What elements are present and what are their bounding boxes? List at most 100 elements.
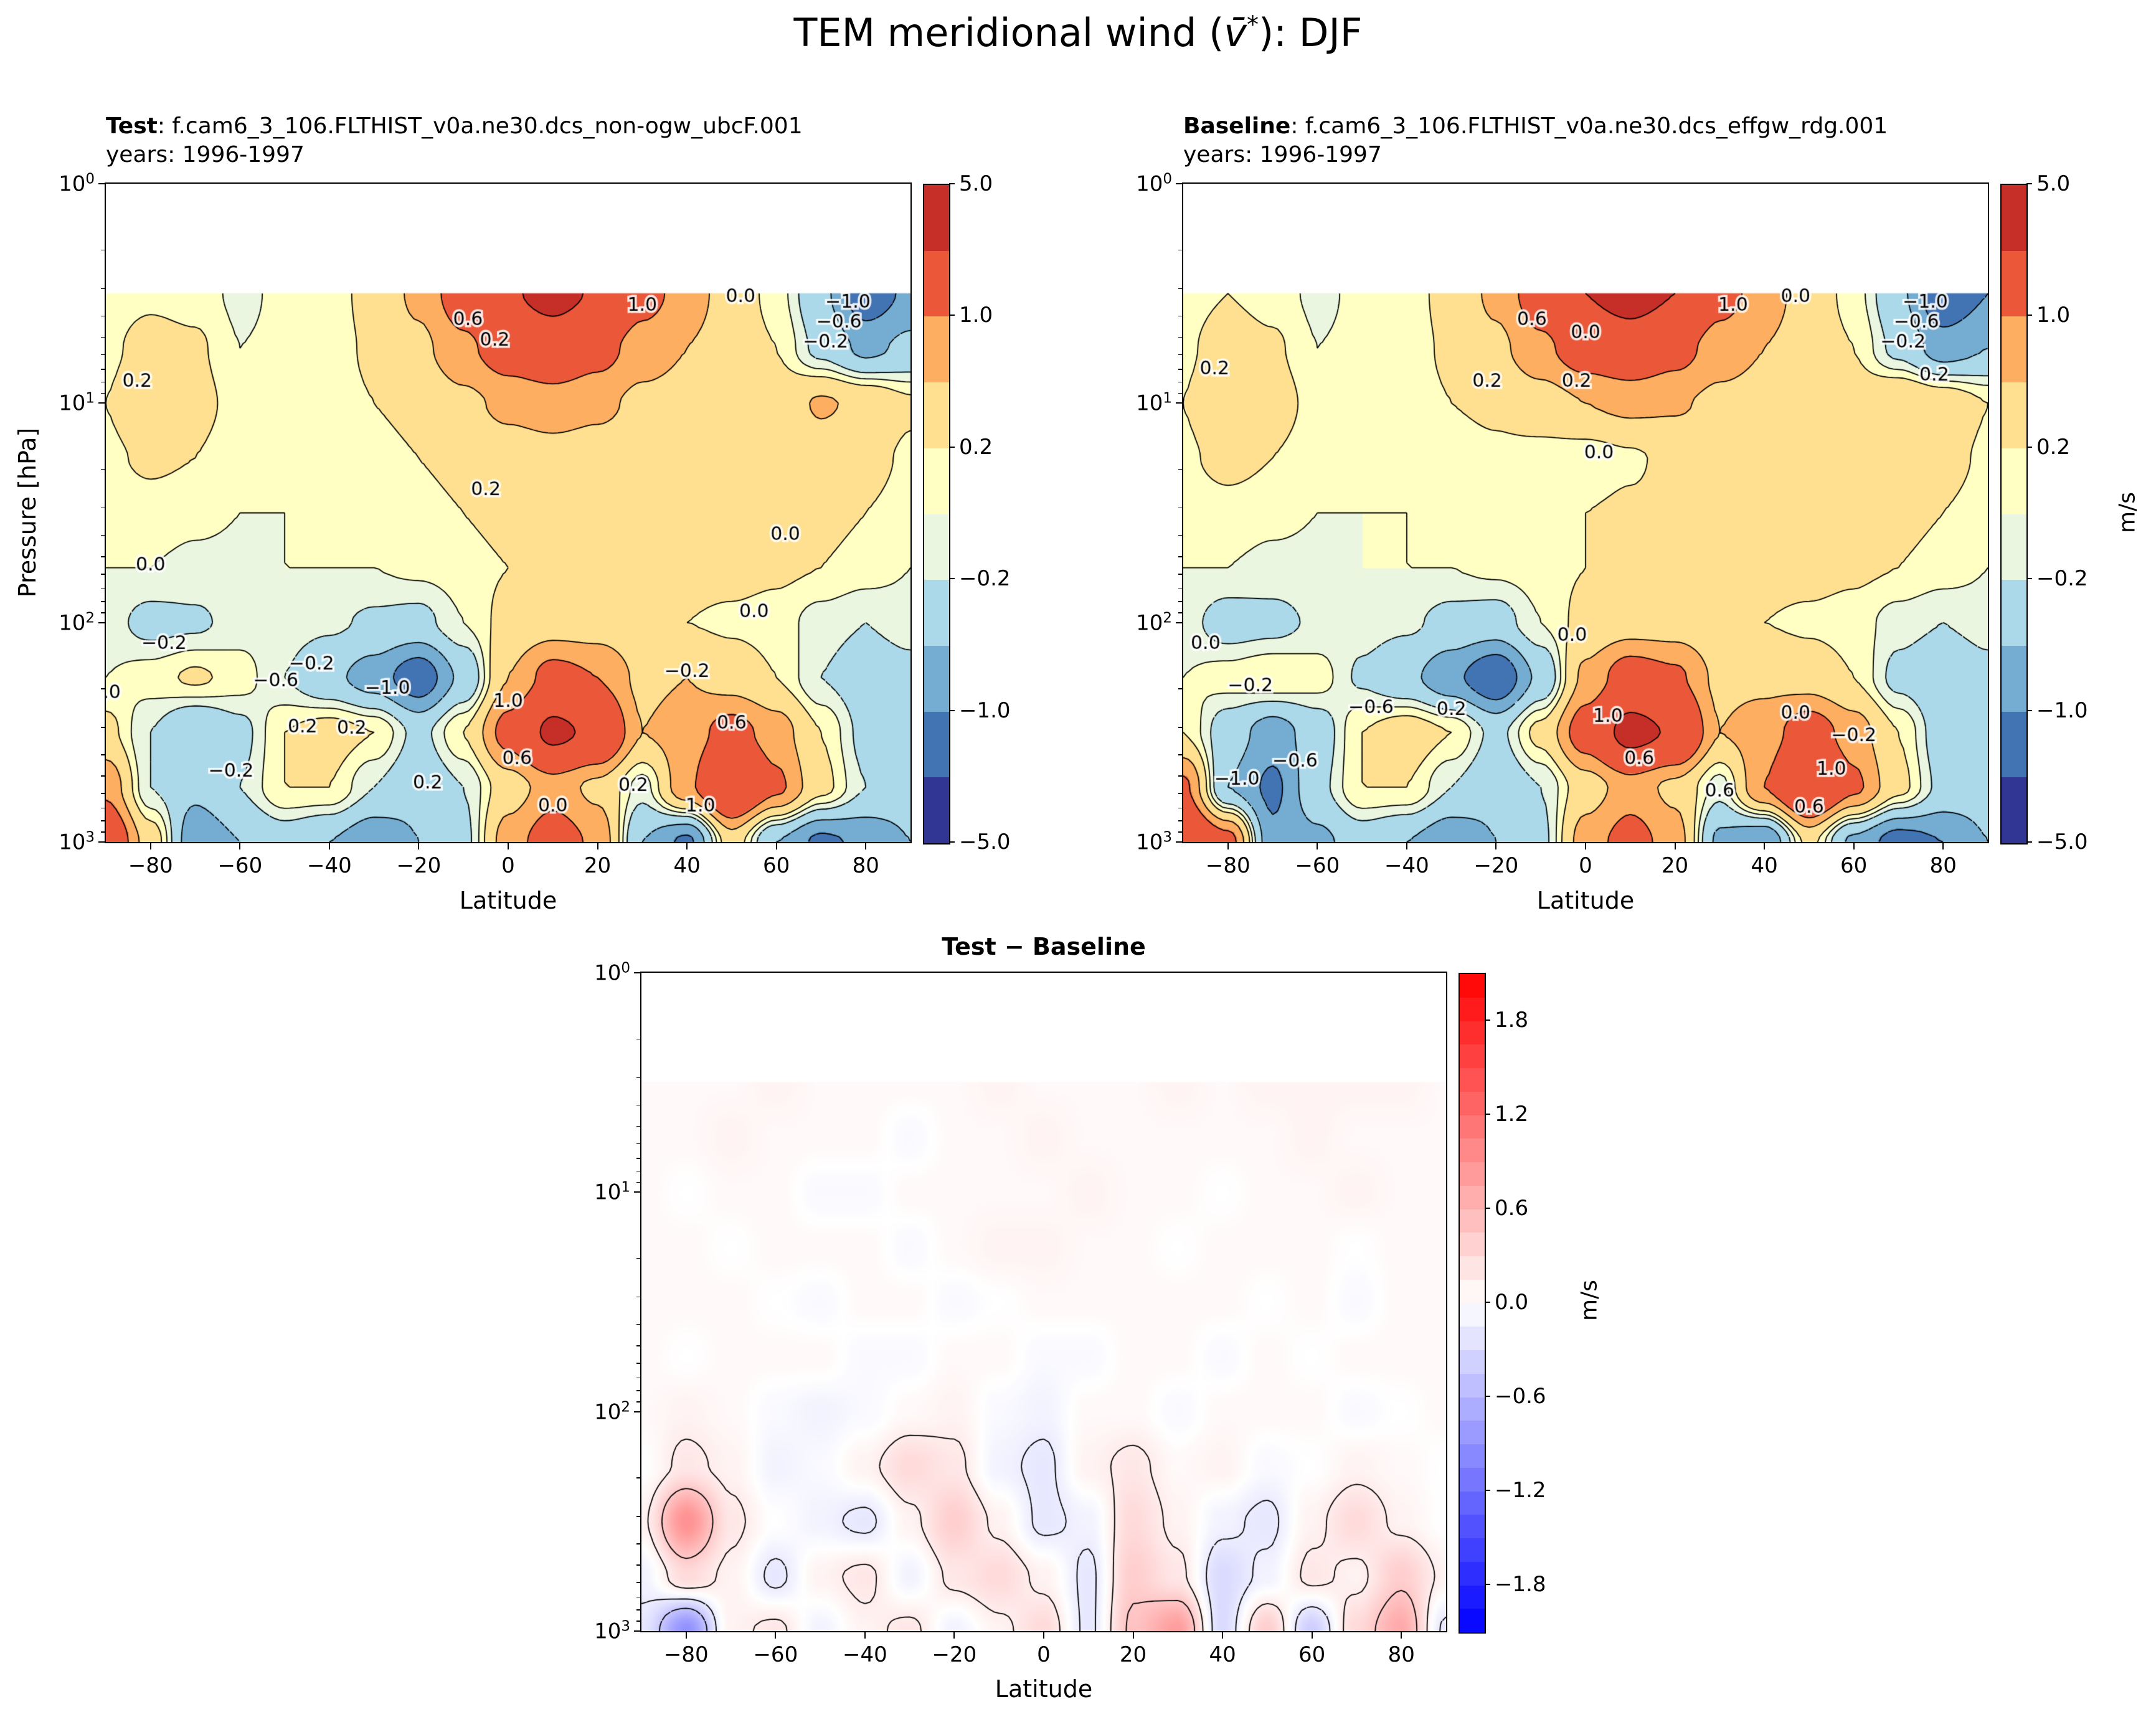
- y-tick-base: 10: [1136, 610, 1163, 636]
- test-colorbar-tick-label: −1.0: [959, 698, 1011, 723]
- baseline-colorbar-segment: [2002, 514, 2026, 580]
- baseline-y-minor-tick: [1178, 507, 1182, 509]
- test-y-minor-tick: [101, 727, 105, 728]
- test-colorbar-tick-label: −5.0: [959, 830, 1011, 854]
- test-x-axis-label: Latitude: [459, 887, 557, 914]
- baseline-x-tick: [1406, 843, 1407, 849]
- baseline-x-tick-label: 20: [1661, 853, 1689, 878]
- test-x-tick: [775, 843, 777, 849]
- y-tick-base: 10: [1136, 390, 1163, 416]
- y-tick-base: 10: [1136, 171, 1163, 197]
- diff-colorbar-segment: [1460, 1327, 1485, 1350]
- test-colorbar-segment: [924, 645, 949, 712]
- baseline-y-tick: [1176, 841, 1182, 843]
- baseline-x-tick-label: −20: [1473, 853, 1519, 878]
- baseline-x-tick-label: −60: [1295, 853, 1340, 878]
- y-tick-exponent: 1: [621, 1179, 630, 1196]
- diff-x-tick: [685, 1632, 687, 1639]
- test-x-tick: [239, 843, 241, 849]
- baseline-colorbar: [2000, 184, 2028, 844]
- test-colorbar-tick-label: −0.2: [959, 566, 1011, 592]
- diff-x-tick-label: 80: [1388, 1642, 1415, 1667]
- y-tick-exponent: 3: [85, 829, 95, 846]
- baseline-colorbar-segment: [2002, 711, 2026, 778]
- diff-x-tick: [1222, 1632, 1224, 1639]
- test-y-minor-tick: [101, 820, 105, 821]
- test-colorbar-tick-label: 1.0: [959, 303, 993, 328]
- baseline-x-tick: [1942, 843, 1944, 849]
- diff-colorbar-segment: [1460, 1609, 1485, 1632]
- diff-colorbar-segment: [1460, 1068, 1485, 1092]
- baseline-colorbar-tick-label: 1.0: [2036, 303, 2071, 328]
- diff-y-minor-tick: [636, 1323, 640, 1325]
- diff-colorbar-segment: [1460, 1538, 1485, 1562]
- diff-y-minor-tick: [636, 1125, 640, 1127]
- baseline-y-minor-tick: [1178, 831, 1182, 833]
- diff-y-minor-tick: [636, 1077, 640, 1079]
- diff-y-minor-tick: [636, 1170, 640, 1172]
- test-colorbar-tick: [949, 709, 955, 711]
- diff-colorbar-segment: [1460, 1421, 1485, 1444]
- y-tick-base: 10: [594, 1399, 622, 1425]
- baseline-y-minor-tick: [1178, 354, 1182, 356]
- diff-colorbar-tick-label: 1.2: [1495, 1101, 1529, 1127]
- test-colorbar-segment: [924, 316, 949, 383]
- diff-colorbar-segment: [1460, 997, 1485, 1021]
- diff-panel-title: Test − Baseline: [942, 933, 1146, 960]
- test-x-tick: [597, 843, 598, 849]
- test-run-line: Test: f.cam6_3_106.FLTHIST_v0a.ne30.dcs_…: [106, 112, 803, 141]
- test-y-minor-tick: [101, 468, 105, 470]
- baseline-y-minor-tick: [1178, 754, 1182, 755]
- baseline-x-tick: [1853, 843, 1855, 849]
- diff-colorbar-tick-label: −1.8: [1495, 1571, 1546, 1597]
- diff-colorbar-segment: [1460, 1256, 1485, 1280]
- baseline-x-tick: [1674, 843, 1676, 849]
- test-y-minor-tick: [101, 588, 105, 590]
- baseline-colorbar-tick-label: −0.2: [2036, 566, 2088, 592]
- test-x-tick-label: 80: [852, 853, 879, 878]
- y-tick-exponent: 2: [621, 1398, 630, 1415]
- baseline-x-tick: [1317, 843, 1318, 849]
- test-x-tick-label: 40: [673, 853, 701, 878]
- baseline-x-tick-label: 80: [1929, 853, 1957, 878]
- y-tick-exponent: 1: [1163, 390, 1172, 407]
- test-y-minor-tick: [101, 381, 105, 383]
- test-colorbar-segment: [924, 711, 949, 778]
- diff-colorbar-segment: [1460, 1491, 1485, 1515]
- diff-y-minor-tick: [636, 1158, 640, 1159]
- diff-colorbar-segment: [1460, 1585, 1485, 1609]
- diff-x-tick-label: 60: [1298, 1642, 1326, 1667]
- baseline-colorbar-tick: [2026, 841, 2032, 843]
- diff-y-minor-tick: [636, 1143, 640, 1145]
- baseline-x-tick: [1585, 843, 1586, 849]
- baseline-colorbar-segment: [2002, 382, 2026, 448]
- diff-y-tick: [634, 972, 640, 973]
- diff-colorbar-tick: [1485, 1395, 1490, 1397]
- diff-colorbar-tick: [1485, 1113, 1490, 1115]
- test-x-tick-label: 20: [584, 853, 612, 878]
- diff-colorbar-segment: [1460, 1467, 1485, 1492]
- baseline-colorbar-tick-label: 5.0: [2036, 171, 2071, 196]
- diff-x-tick-label: 20: [1119, 1642, 1147, 1667]
- test-colorbar-tick-label: 0.2: [959, 434, 993, 460]
- diff-colorbar-segment: [1460, 1232, 1485, 1256]
- baseline-colorbar-tick: [2026, 183, 2032, 184]
- diff-colorbar-tick: [1485, 1207, 1490, 1209]
- baseline-y-tick-label: 102: [1136, 610, 1172, 635]
- baseline-y-minor-tick: [1178, 288, 1182, 290]
- baseline-y-minor-tick: [1178, 612, 1182, 613]
- test-x-tick-label: 60: [763, 853, 790, 878]
- baseline-x-tick: [1764, 843, 1766, 849]
- baseline-y-minor-tick: [1178, 534, 1182, 536]
- diff-colorbar-segment: [1460, 1303, 1485, 1327]
- diff-y-minor-tick: [636, 1543, 640, 1545]
- test-x-tick: [328, 843, 330, 849]
- figure-title-prefix: TEM meridional wind (: [793, 10, 1224, 55]
- diff-colorbar-tick-label: −0.6: [1495, 1383, 1546, 1409]
- diff-colorbar-tick: [1485, 1301, 1490, 1303]
- test-y-minor-tick: [101, 612, 105, 613]
- baseline-contour-canvas: [1183, 184, 1988, 842]
- diff-colorbar-segment: [1460, 1561, 1485, 1586]
- diff-y-tick-label: 100: [594, 960, 630, 985]
- test-y-tick: [98, 841, 105, 843]
